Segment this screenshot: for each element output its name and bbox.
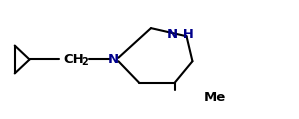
Text: Me: Me <box>204 91 226 104</box>
Text: CH: CH <box>64 53 84 66</box>
Text: N: N <box>108 53 119 66</box>
Text: 2: 2 <box>82 57 88 67</box>
Text: N H: N H <box>167 28 194 41</box>
